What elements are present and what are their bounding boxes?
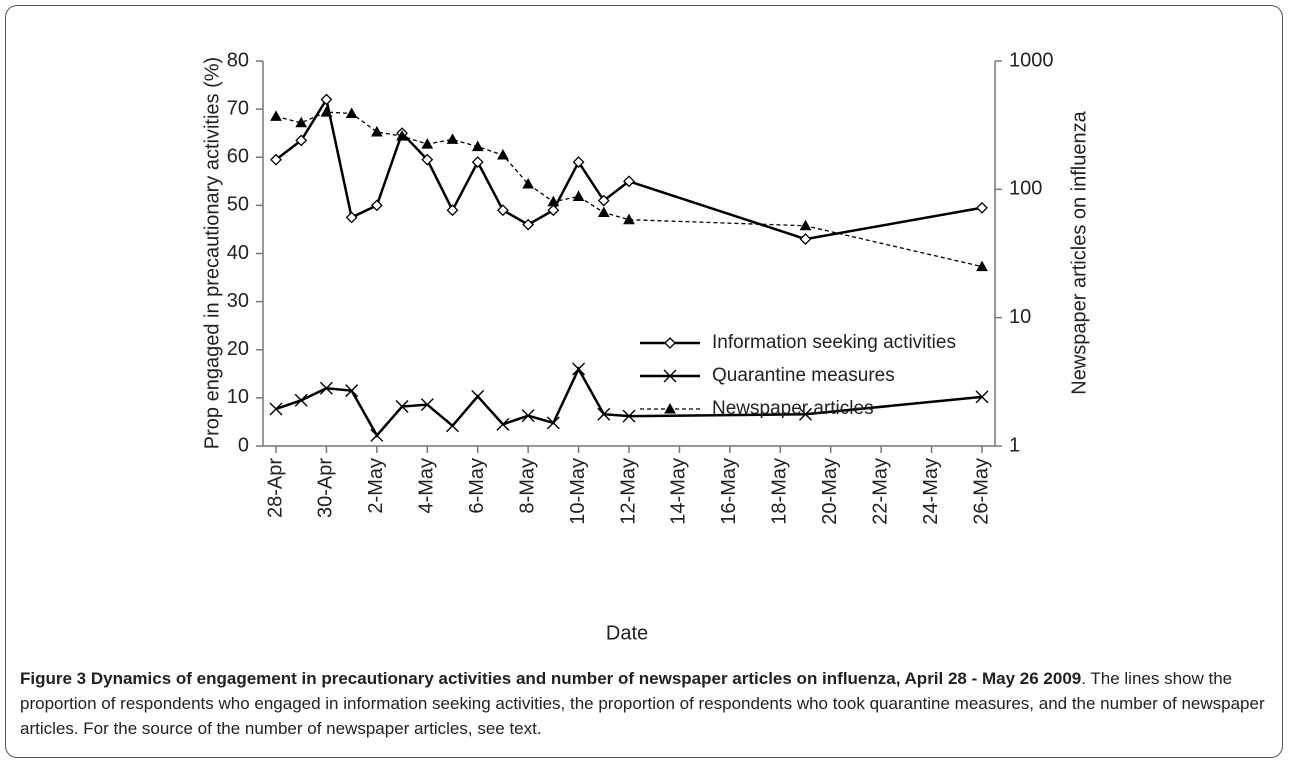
figure-frame	[5, 5, 1283, 758]
point-marker	[496, 417, 510, 431]
y2-tick-label: 1000	[1009, 49, 1054, 71]
legend-label: Information seeking activities	[712, 332, 956, 353]
point-marker	[623, 175, 635, 188]
point-marker	[497, 149, 509, 160]
y-tick-label: 70	[227, 97, 249, 119]
point-marker	[597, 194, 610, 207]
point-marker	[396, 130, 408, 141]
x-tick-label: 4-May	[416, 458, 438, 514]
caption-title: Figure 3 Dynamics of engagement in preca…	[20, 669, 1082, 688]
point-marker	[370, 428, 384, 442]
x-tick-label: 2-May	[365, 458, 387, 514]
point-marker	[370, 199, 383, 212]
point-marker	[446, 133, 459, 144]
point-marker	[799, 233, 812, 245]
y-tick-label: 80	[227, 49, 249, 71]
point-marker	[319, 381, 333, 395]
point-marker	[446, 204, 459, 217]
legend-label: Quarantine measures	[712, 365, 895, 386]
y2-tick-label: 10	[1009, 306, 1031, 328]
point-marker	[799, 219, 812, 231]
point-marker	[664, 402, 676, 414]
y-tick-label: 20	[227, 338, 249, 360]
y-tick-label: 0	[238, 434, 249, 456]
x-tick-label: 8-May	[516, 458, 538, 514]
x-axis-label: Date	[606, 622, 648, 644]
point-marker	[269, 402, 283, 416]
x-tick-label: 14-May	[668, 458, 690, 525]
x-tick-label: 20-May	[819, 458, 841, 525]
point-marker	[522, 177, 534, 189]
x-tick-label: 22-May	[869, 458, 891, 525]
point-marker	[664, 337, 676, 349]
point-marker	[976, 260, 988, 272]
point-marker	[421, 153, 434, 166]
point-marker	[663, 369, 677, 383]
point-marker	[295, 134, 308, 147]
point-marker	[976, 201, 988, 214]
point-marker	[295, 116, 308, 128]
y-tick-label: 30	[227, 290, 249, 312]
y-tick-label: 60	[227, 146, 249, 168]
caption: Figure 3 Dynamics of engagement in preca…	[20, 666, 1270, 741]
point-marker	[497, 204, 509, 217]
point-marker	[522, 218, 535, 231]
point-marker	[572, 156, 585, 168]
point-marker	[320, 106, 333, 117]
point-marker	[471, 156, 484, 168]
point-marker	[421, 138, 434, 149]
point-marker	[446, 419, 459, 433]
point-marker	[597, 407, 611, 421]
point-marker	[345, 384, 359, 398]
x-tick-label: 10-May	[567, 458, 589, 525]
point-marker	[270, 110, 282, 121]
point-marker	[294, 393, 308, 407]
point-marker	[471, 140, 484, 152]
point-marker	[547, 195, 560, 207]
x-tick-label: 18-May	[769, 458, 791, 525]
x-tick-label: 12-May	[617, 458, 639, 525]
x-tick-label: 6-May	[466, 458, 488, 514]
point-marker	[320, 93, 333, 106]
x-tick-label: 30-Apr	[315, 458, 337, 518]
point-marker	[572, 362, 586, 376]
point-marker	[471, 389, 485, 403]
y2-tick-label: 1	[1009, 434, 1020, 456]
point-marker	[345, 107, 358, 118]
point-marker	[572, 190, 585, 201]
point-marker	[371, 125, 383, 137]
point-marker	[623, 213, 635, 225]
point-marker	[395, 400, 409, 414]
point-marker	[547, 204, 560, 217]
y2-axis-label: Newspaper articles on influenza	[1068, 110, 1090, 394]
y-tick-label: 40	[227, 242, 249, 264]
y-axis-label: Prop engaged in precautionary activities…	[201, 57, 223, 449]
point-marker	[799, 407, 812, 421]
chart: Date Prop engaged in precautionary activ…	[201, 49, 1090, 644]
legend-label: Newspaper articles	[712, 398, 874, 419]
point-marker	[546, 416, 560, 430]
caption-text: . The lines show the proportion of respo…	[20, 669, 1265, 738]
point-marker	[622, 409, 636, 423]
y2-tick-label: 100	[1009, 178, 1042, 200]
x-tick-label: 24-May	[920, 458, 942, 525]
point-marker	[345, 211, 358, 224]
point-marker	[270, 153, 282, 166]
point-marker	[597, 206, 610, 217]
point-marker	[420, 398, 434, 412]
point-marker	[521, 409, 535, 423]
point-marker	[975, 390, 989, 404]
x-tick-label: 28-Apr	[264, 458, 286, 518]
x-tick-label: 16-May	[718, 458, 740, 525]
x-tick-label: 26-May	[970, 458, 992, 525]
y-tick-label: 10	[227, 386, 249, 408]
y-tick-label: 50	[227, 194, 249, 216]
